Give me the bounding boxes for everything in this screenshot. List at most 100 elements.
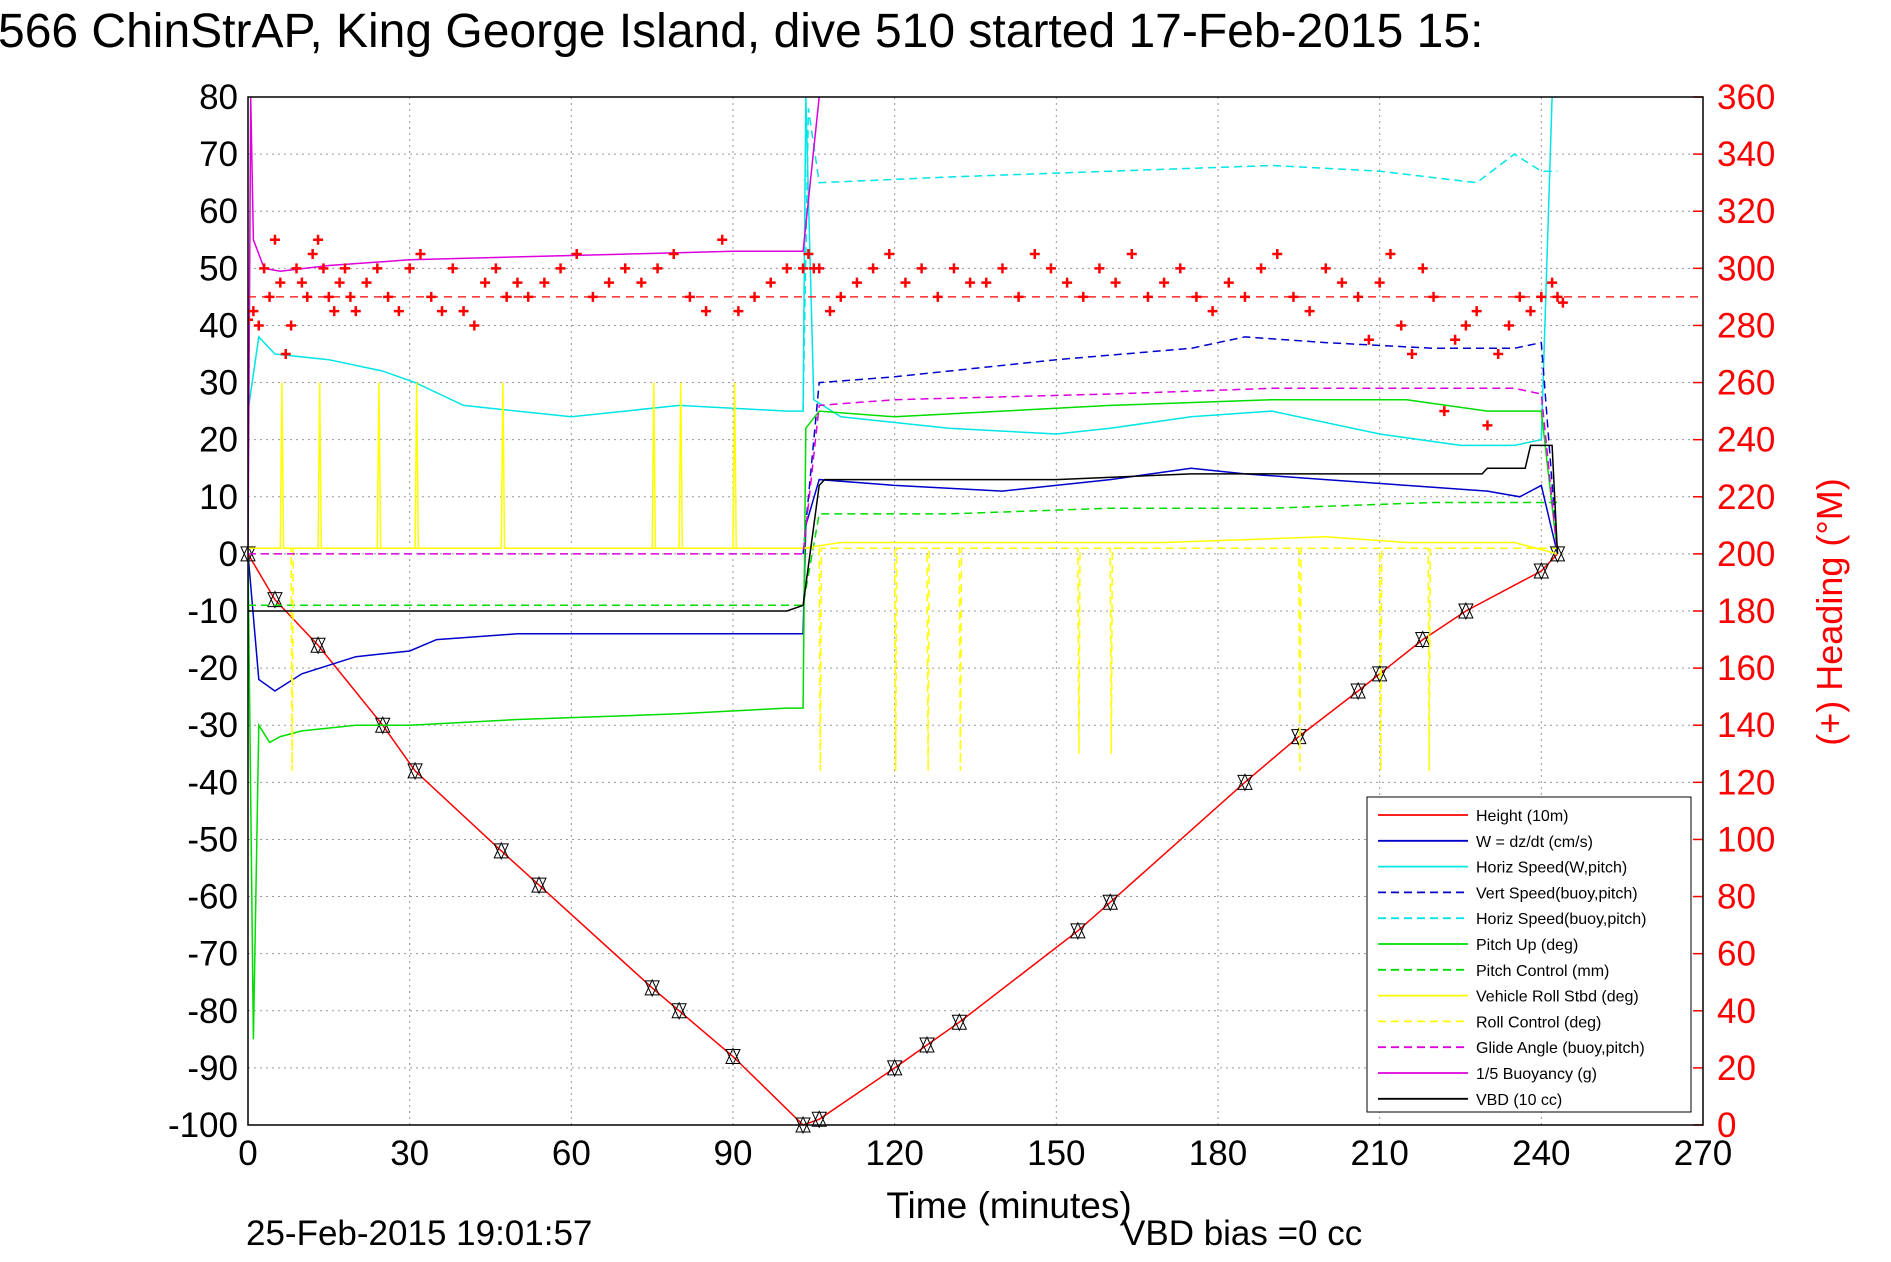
y-right-tick-label: 140 <box>1717 706 1775 745</box>
y-left-tick-labels: 80 70 60 50 40 30 20 10 0 -10 -20 -30 -40 -50 -60 -70 -8… <box>168 78 238 1145</box>
heading-point <box>981 277 992 288</box>
y-left-tick-label: 0 <box>219 535 238 574</box>
heading-point <box>1525 306 1536 317</box>
y-left-tick-label: 30 <box>199 364 238 403</box>
heading-point <box>1256 263 1267 274</box>
height-marker <box>1414 630 1431 649</box>
y-left-tick-label: -20 <box>187 649 238 688</box>
legend-items: Height (10m) W = dz/dt (cm/s) Horiz Speed(… <box>1378 808 1646 1109</box>
y-left-tick-label: 10 <box>199 478 238 517</box>
heading-point <box>1062 277 1073 288</box>
y-right-tick-label: 220 <box>1717 478 1775 517</box>
heading-point <box>447 263 458 274</box>
heading-point <box>733 306 744 317</box>
x-tick-labels: 0 30 60 90 120 150 180 210 240 270 <box>238 1134 1732 1173</box>
heading-point <box>269 234 280 245</box>
heading-point <box>415 249 426 260</box>
series-glide-angle-buoy-pitch <box>248 387 1559 555</box>
heading-point <box>701 306 712 317</box>
y-right-tick-label: 180 <box>1717 592 1775 631</box>
heading-point <box>340 263 350 274</box>
x-tick-label: 150 <box>1027 1134 1085 1173</box>
heading-point <box>868 263 879 274</box>
series-roll-control-deg <box>248 547 1558 771</box>
height-marker <box>1070 921 1086 941</box>
plot-frame <box>247 96 1704 1126</box>
heading-point <box>280 349 291 359</box>
heading-point <box>1272 249 1283 260</box>
height-marker <box>886 1058 903 1078</box>
heading-point <box>1110 277 1121 288</box>
heading-point <box>652 263 663 274</box>
heading-point <box>291 263 302 274</box>
y-left-tick-label: -100 <box>168 1106 238 1145</box>
heading-point <box>350 306 361 317</box>
x-tick-label: 210 <box>1350 1134 1408 1173</box>
heading-point <box>803 249 814 260</box>
heading-point <box>539 277 550 288</box>
height-marker <box>725 1047 741 1066</box>
heading-point <box>1396 320 1407 331</box>
legend-label: Vehicle Roll Stbd (deg) <box>1476 989 1639 1006</box>
height-marker <box>811 1110 828 1129</box>
heading-point <box>1029 249 1040 260</box>
y-left-tick-label: 20 <box>199 421 238 460</box>
y-right-tick-labels: 3603403203002802602402202001801601401201… <box>1717 78 1775 1145</box>
height-marker <box>951 1013 968 1032</box>
series-1-5-buoyancy-g <box>248 97 820 554</box>
heading-point <box>620 263 631 274</box>
heading-point <box>437 306 447 317</box>
y-left-tick-label: -70 <box>187 935 238 974</box>
series-pitch-control-mm <box>248 501 1558 607</box>
y-left-tick-label: -40 <box>187 763 238 802</box>
y-right-tick-label: 260 <box>1717 364 1775 403</box>
y-right-tick-label: 100 <box>1717 820 1775 859</box>
heading-point <box>948 263 959 274</box>
legend-label: Height (10m) <box>1476 808 1568 825</box>
heading-point <box>307 249 318 260</box>
heading-point <box>512 277 523 288</box>
heading-point <box>313 234 324 245</box>
heading-point <box>668 249 679 260</box>
series-vert-speed-buoy-pitch <box>802 336 1559 554</box>
heading-point <box>765 277 776 288</box>
legend-label: Roll Control (deg) <box>1476 1014 1601 1031</box>
heading-point <box>1385 249 1396 260</box>
heading-point <box>717 234 728 245</box>
heading-point <box>1304 306 1315 317</box>
heading-point <box>296 277 307 288</box>
heading-point <box>490 263 501 274</box>
footer-timestamp: 25-Feb-2015 19:01:57 <box>246 1214 592 1253</box>
series-vehicle-roll-stbd-deg <box>248 382 1558 555</box>
heading-point <box>393 306 404 317</box>
x-tick-label: 90 <box>714 1134 753 1173</box>
heading-point <box>1207 306 1218 317</box>
heading-point <box>814 263 825 274</box>
heading-point <box>458 306 469 317</box>
height-marker <box>671 1001 687 1020</box>
heading-point <box>997 263 1008 274</box>
heading-point <box>361 277 372 288</box>
legend-label: Horiz Speed(buoy,pitch) <box>1476 911 1646 928</box>
x-tick-label: 180 <box>1189 1134 1247 1173</box>
heading-point <box>318 263 329 274</box>
heading-point <box>286 320 297 331</box>
heading-point <box>1407 349 1417 359</box>
legend-label: W = dz/dt (cm/s) <box>1476 834 1593 851</box>
heading-point <box>253 320 264 331</box>
y-right-tick-label: 340 <box>1717 135 1775 174</box>
y-left-tick-label: -30 <box>187 706 238 745</box>
heading-point <box>1363 334 1374 345</box>
x-tick-label: 60 <box>552 1134 591 1173</box>
heading-point <box>916 263 927 274</box>
chart-title: 566 ChinStrAP, King George Island, dive … <box>0 5 1483 58</box>
legend-box <box>1366 796 1692 1113</box>
series-horiz-speed-w-pitch <box>248 97 1558 447</box>
y-left-tick-label: 50 <box>199 249 238 288</box>
heading-point <box>1336 277 1347 288</box>
heading-point <box>1175 263 1186 274</box>
y-right-tick-label: 40 <box>1717 992 1756 1031</box>
y-left-tick-label: 80 <box>199 78 238 117</box>
heading-point <box>555 263 566 274</box>
y-right-axis-label: (+) Heading (°M) <box>1809 478 1850 745</box>
